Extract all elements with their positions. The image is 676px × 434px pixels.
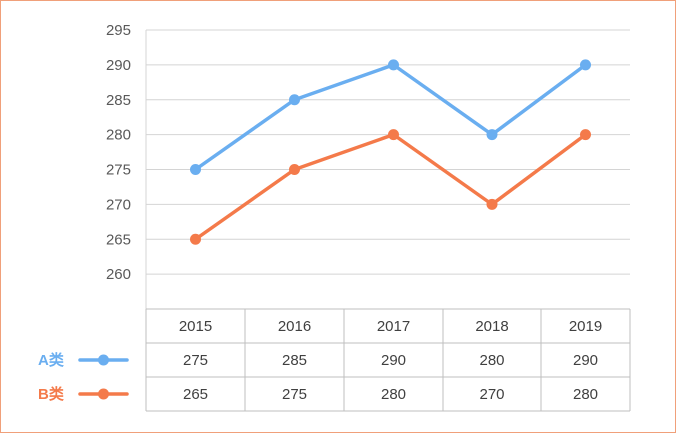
data-point-a-2018 xyxy=(486,129,498,141)
data-point-b-2019 xyxy=(580,129,591,141)
x-tick-label-2017: 2017 xyxy=(377,318,410,335)
data-point-a-2019 xyxy=(580,59,591,71)
y-tick-label-290: 290 xyxy=(106,57,131,74)
data-point-b-2018 xyxy=(486,198,498,210)
legend-marker-b xyxy=(98,388,109,400)
legend-label-a: A类 xyxy=(38,351,65,369)
data-point-a-2017 xyxy=(388,59,399,71)
data-point-b-2017 xyxy=(388,129,399,141)
x-tick-label-2015: 2015 xyxy=(179,318,212,335)
y-tick-label-275: 275 xyxy=(106,162,131,179)
table-cell-A类-2015: 275 xyxy=(183,352,208,369)
table-cell-B类-2017: 280 xyxy=(381,386,406,403)
table-cell-B类-2018: 270 xyxy=(479,386,504,403)
x-tick-label-2016: 2016 xyxy=(278,318,311,335)
legend-marker-a xyxy=(98,354,109,366)
series-line-a xyxy=(193,63,588,172)
series-line-b xyxy=(193,132,588,241)
table-cell-B类-2016: 275 xyxy=(282,386,307,403)
table-cell-B类-2019: 280 xyxy=(573,386,598,403)
y-tick-label-285: 285 xyxy=(106,92,131,109)
y-tick-label-260: 260 xyxy=(106,266,131,283)
data-table: 2015 2016 2017 2018 2019 275 285 290 280 290 A类 265… xyxy=(38,308,631,412)
y-tick-label-280: 280 xyxy=(106,127,131,144)
y-axis-tick-labels: 295 290 285 280 275 270 265 260 xyxy=(106,22,131,283)
y-tick-label-265: 265 xyxy=(106,231,131,248)
legend-label-b: B类 xyxy=(38,385,65,403)
y-tick-label-270: 270 xyxy=(106,196,131,213)
series-group xyxy=(190,59,591,245)
gridlines xyxy=(145,29,630,309)
data-point-a-2015 xyxy=(190,164,201,175)
data-point-a-2016 xyxy=(289,94,300,106)
data-point-b-2015 xyxy=(190,233,201,245)
table-cell-A类-2016: 285 xyxy=(282,352,307,369)
table-cell-A类-2019: 290 xyxy=(573,352,598,369)
x-tick-label-2019: 2019 xyxy=(569,318,602,335)
table-cell-A类-2018: 280 xyxy=(479,352,504,369)
table-cell-B类-2015: 265 xyxy=(183,386,208,403)
x-tick-label-2018: 2018 xyxy=(475,318,508,335)
table-cell-A类-2017: 290 xyxy=(381,352,406,369)
data-point-b-2016 xyxy=(289,164,300,175)
y-tick-label-295: 295 xyxy=(106,22,131,39)
